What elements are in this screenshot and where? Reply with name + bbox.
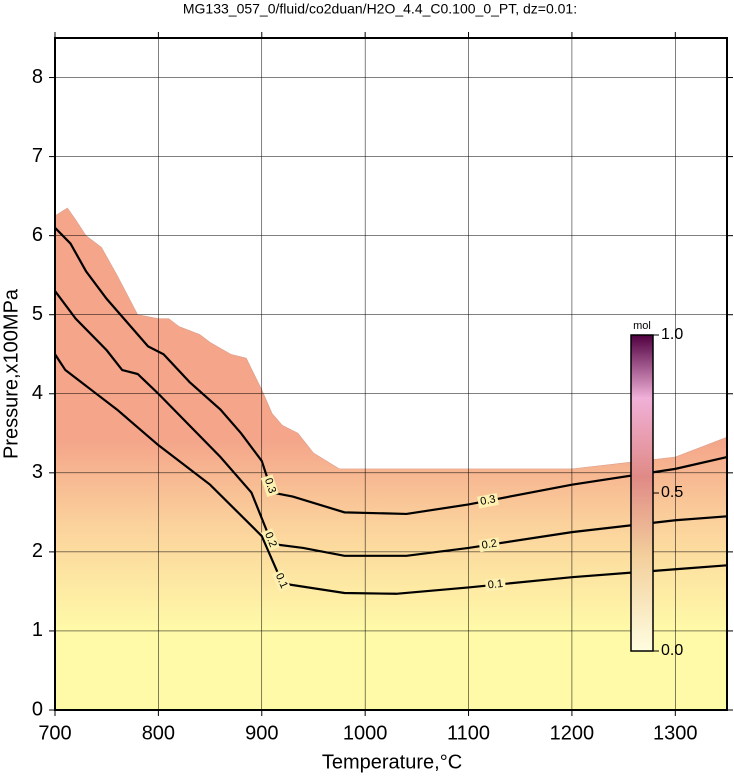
y-tick-label: 2 [32,540,43,562]
y-tick-label: 3 [32,461,43,483]
y-axis-label: Pressure,x100MPa [0,288,22,459]
x-axis-label: Temperature,°C [322,751,462,773]
x-tick-label: 900 [245,722,278,744]
x-tick-label: 1100 [447,722,490,744]
y-tick-label: 0 [32,698,43,720]
y-tick-label: 8 [32,66,43,88]
contour-label: 0.2 [481,538,498,552]
contour-label-bg [271,569,291,593]
colorbar-tick-label: 1.0 [661,326,683,343]
x-tick-label: 700 [38,722,71,744]
contour-label-bg [261,474,279,498]
contour-label: 0.1 [273,571,290,590]
contour-label-bg [478,537,501,553]
y-tick-label: 7 [32,145,43,167]
contour-label-bg [261,528,280,552]
colorbar [630,334,654,652]
contour-line [54,290,728,557]
x-tick-label: 1000 [343,722,388,744]
y-tick-label: 5 [32,303,43,325]
colorbar-label: mol [633,320,651,332]
contour-label-bg [477,492,499,509]
x-tick-label: 800 [142,722,175,744]
chart-title: MG133_057_0/fluid/co2duan/H2O_4.4_C0.100… [183,1,577,17]
contour-line [54,226,728,516]
contour-line [54,353,728,595]
y-tick-label: 6 [32,224,43,246]
y-tick-label: 1 [32,619,43,641]
colorbar-tick-label: 0.0 [661,642,683,659]
plot-frame [54,37,728,711]
colorbar-tick-label: 0.5 [661,484,683,501]
contour-label: 0.3 [479,493,496,508]
y-tick-label: 4 [32,382,43,404]
x-tick-label: 1200 [550,722,595,744]
x-tick-label: 1300 [653,722,698,744]
contour-label-bg [484,577,506,592]
contour-label: 0.3 [262,477,278,495]
contour-label: 0.1 [487,578,503,591]
data-region [54,207,728,711]
